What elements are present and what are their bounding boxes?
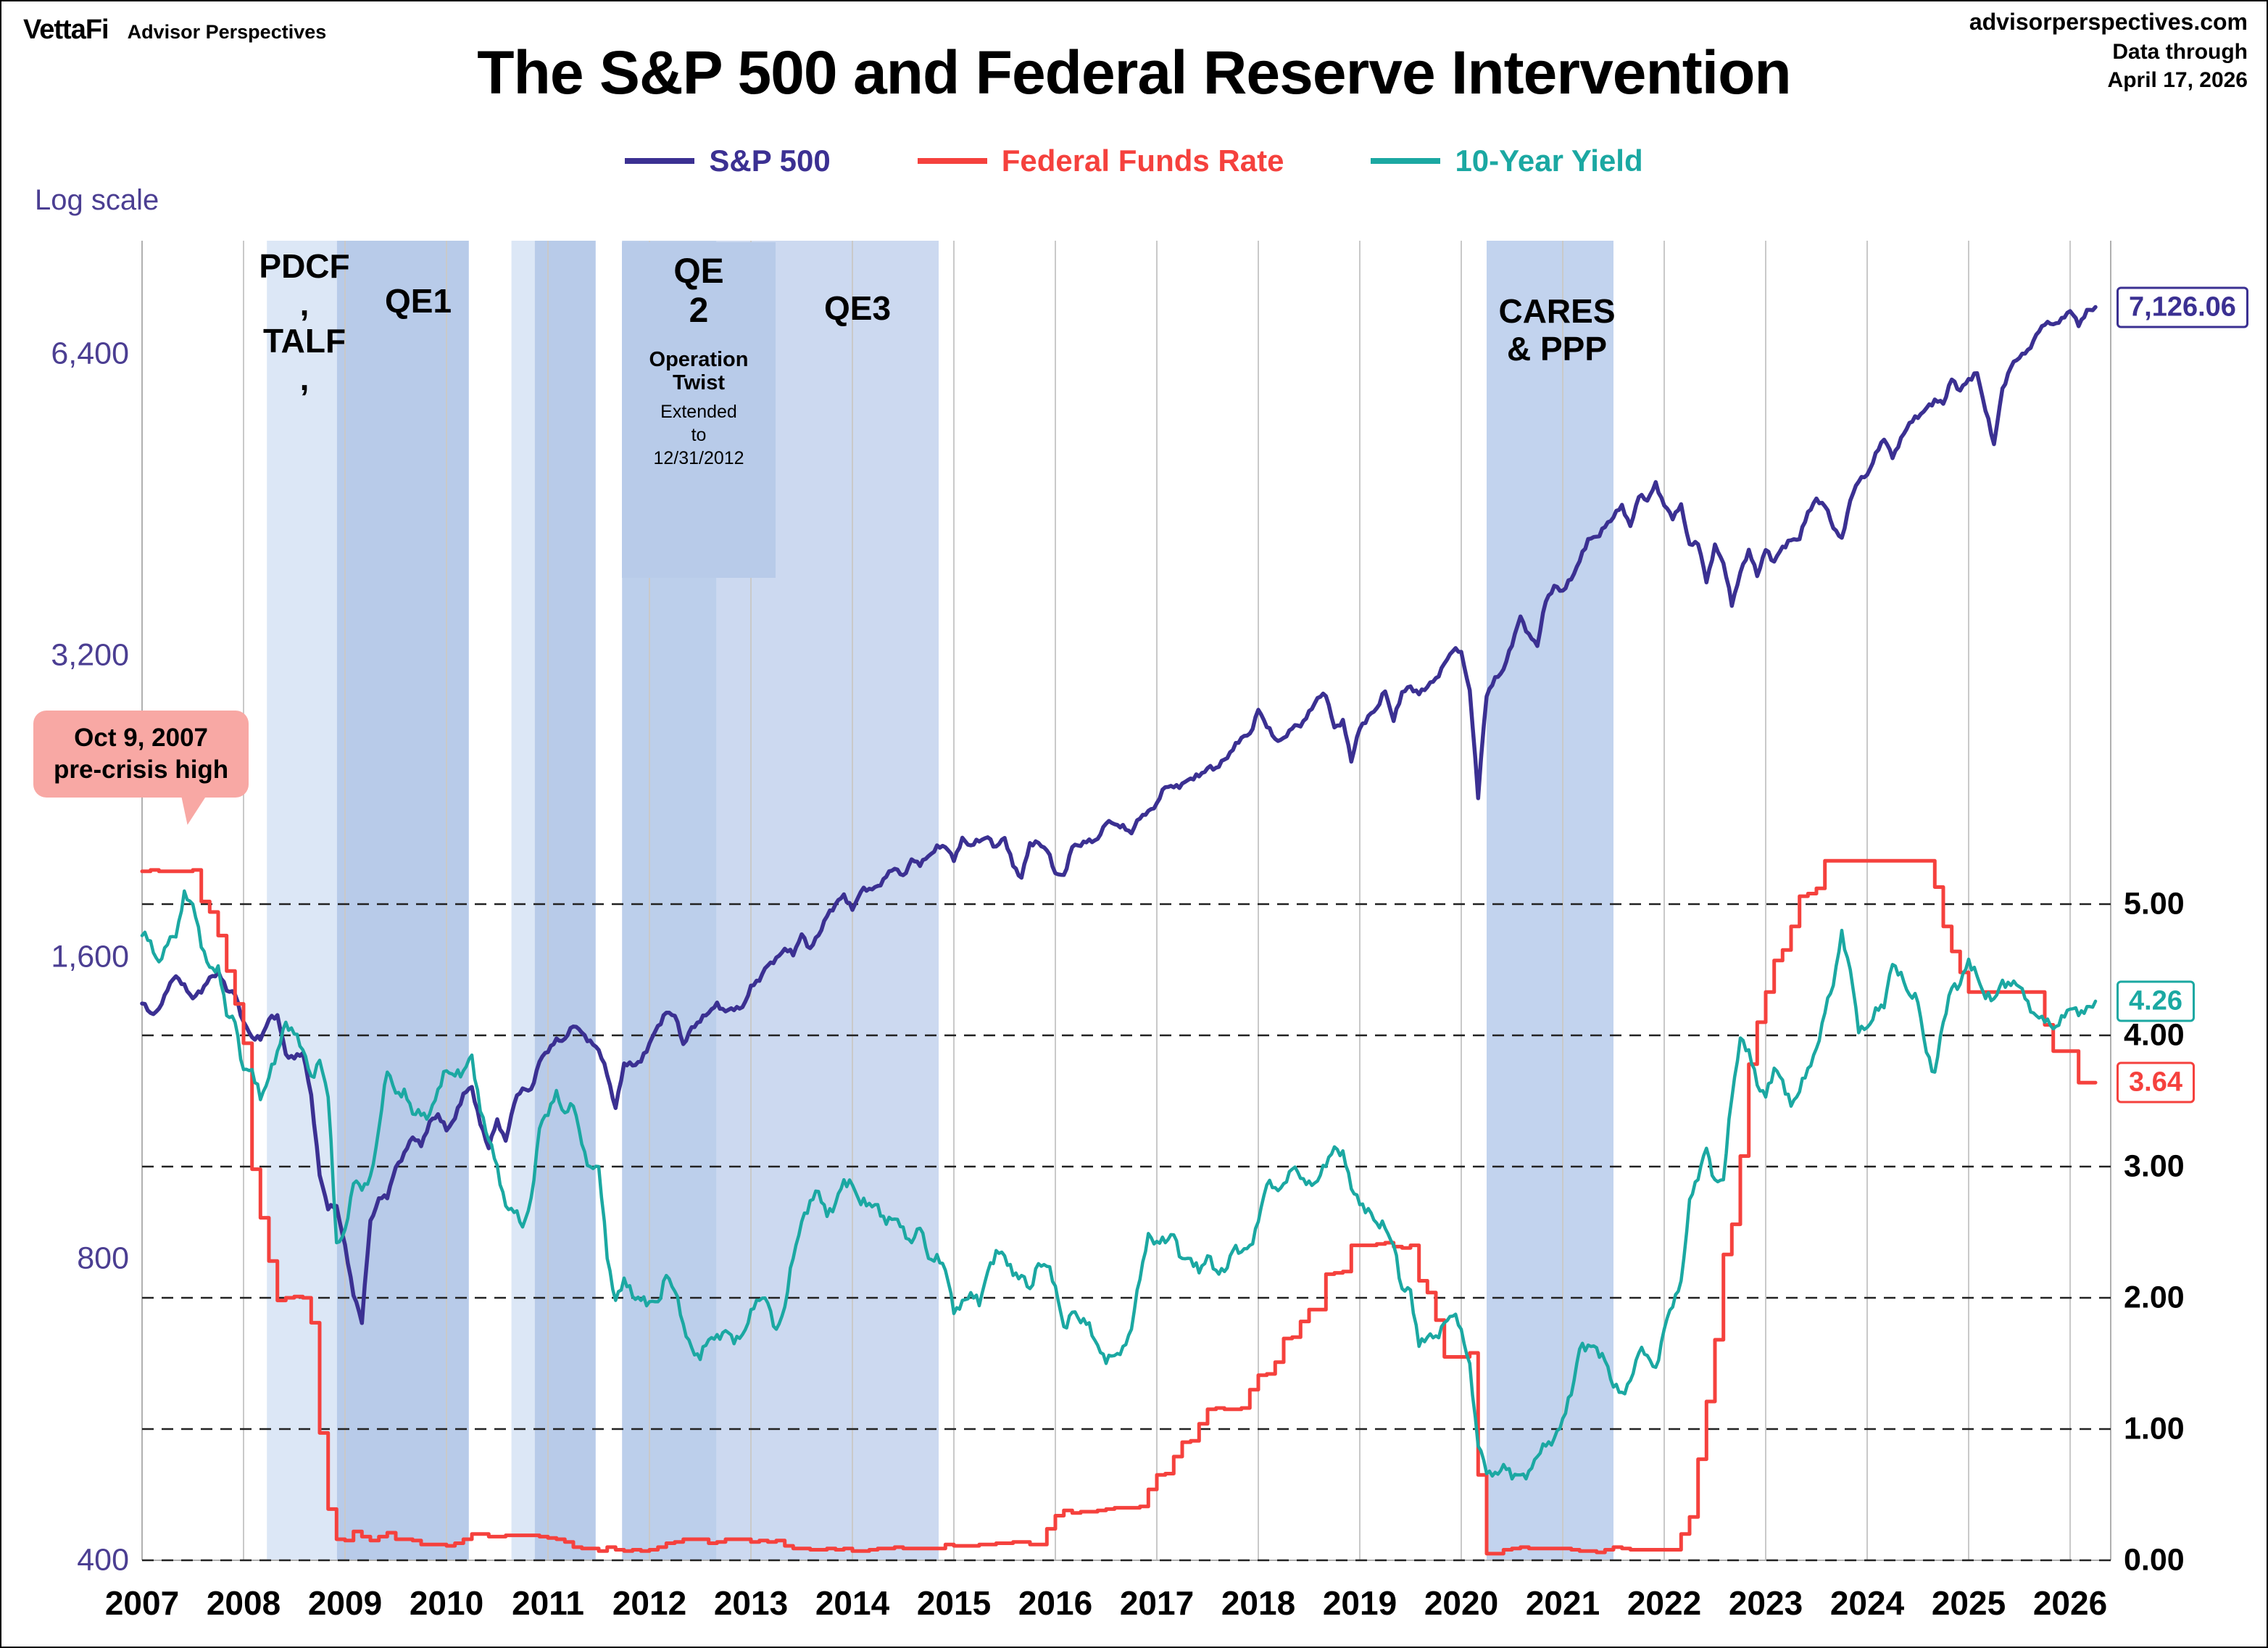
log-scale-label: Log scale (35, 184, 159, 216)
page-title: The S&P 500 and Federal Reserve Interven… (477, 38, 1792, 107)
data-through-date: April 17, 2026 (2107, 67, 2248, 92)
ten-year-yield-legend-label: 10-Year Yield (1455, 144, 1643, 178)
source-site: advisorperspectives.com (1969, 9, 2248, 35)
brand: VettaFi Advisor Perspectives (23, 15, 326, 46)
sp500-legend-label: S&P 500 (709, 144, 831, 178)
ten-year-yield-legend-swatch (1371, 158, 1441, 164)
fed-funds-rate-line (140, 858, 2098, 1556)
operation-twist-label: Operation Twist (649, 347, 749, 394)
fed-funds-rate-legend-label: Federal Funds Rate (1001, 144, 1284, 178)
legend-item-ten-year-yield: 10-Year Yield (1371, 144, 1643, 178)
band-qe2 (534, 241, 596, 1560)
sp500-line (140, 305, 2098, 1325)
band-pre-qe2 (511, 241, 535, 1560)
source-block: advisorperspectives.com Data through Apr… (1969, 7, 2248, 94)
fed-funds-rate-legend-swatch (917, 158, 987, 164)
band-qe1 (336, 241, 469, 1560)
data-through-label: Data through (2112, 39, 2248, 64)
sp500-legend-swatch (625, 158, 695, 164)
qe2-label: QE 2 (673, 252, 724, 330)
legend-item-fed-funds-rate: Federal Funds Rate (917, 144, 1284, 178)
operation-twist-sub-label: Extended to 12/31/2012 (653, 402, 744, 469)
brand-subtitle: Advisor Perspectives (127, 21, 327, 43)
band-pdcf-talf (267, 241, 337, 1560)
ten-year-yield-line (140, 889, 2098, 1481)
band-cares-ppp (1487, 241, 1613, 1560)
legend-item-sp500: S&P 500 (625, 144, 831, 178)
pre-crisis-high-callout: Oct 9, 2007 pre-crisis high (33, 711, 249, 798)
legend: S&P 500 Federal Funds Rate 10-Year Yield (1, 144, 2267, 178)
vettafi-logo: VettaFi (23, 15, 109, 45)
qe2-operation-twist-label-box: QE 2 Operation Twist Extended to 12/31/2… (622, 242, 776, 578)
